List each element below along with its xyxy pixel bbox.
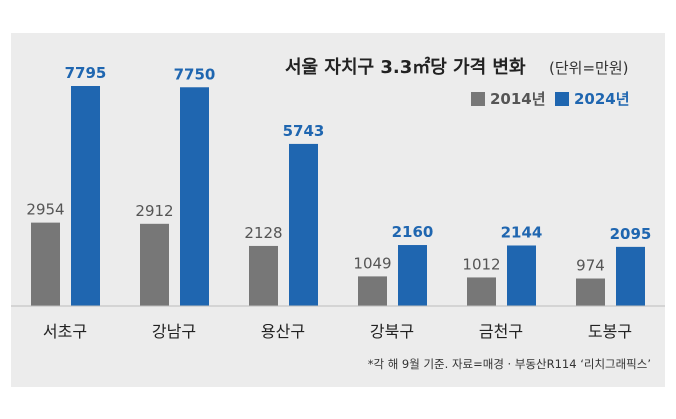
bar-2014-2 xyxy=(140,223,169,306)
category-label-2: 강남구 xyxy=(152,322,196,341)
value-label-2014-1: 2954 xyxy=(26,201,64,219)
value-label-2024-2: 7750 xyxy=(174,65,216,83)
chart-unit-note: (단위=만원) xyxy=(549,59,628,77)
bars-group xyxy=(31,86,645,306)
value-label-2014-3: 2128 xyxy=(244,224,282,242)
category-label-3: 용산구 xyxy=(261,322,305,341)
value-label-2024-1: 7795 xyxy=(65,64,107,82)
bar-2024-4 xyxy=(398,245,427,306)
bar-2014-4 xyxy=(358,276,387,306)
value-label-2024-6: 2095 xyxy=(610,225,652,243)
category-label-4: 강북구 xyxy=(370,322,414,341)
category-label-6: 도봉구 xyxy=(588,322,632,341)
chart-title: 서울 자치구 3.3㎡당 가격 변화 xyxy=(285,56,526,78)
value-label-2024-3: 5743 xyxy=(283,122,325,140)
bar-2024-1 xyxy=(71,86,100,306)
category-label-5: 금천구 xyxy=(479,322,523,341)
bar-2014-5 xyxy=(467,277,496,306)
legend: 2014년 2024년 xyxy=(471,90,630,108)
bar-2024-3 xyxy=(289,143,318,306)
category-label-1: 서초구 xyxy=(43,322,87,341)
value-label-2014-6: 974 xyxy=(576,257,605,275)
value-label-2024-4: 2160 xyxy=(392,223,434,241)
legend-swatch-2014 xyxy=(471,92,485,106)
value-label-2024-5: 2144 xyxy=(501,223,543,241)
bar-2014-3 xyxy=(249,245,278,306)
bar-2024-6 xyxy=(616,246,645,306)
bar-2014-6 xyxy=(576,278,605,306)
bar-chart: 서울 자치구 3.3㎡당 가격 변화 (단위=만원) 2014년 2024년 2… xyxy=(11,56,665,371)
legend-label-2024: 2024년 xyxy=(574,90,630,108)
value-label-2014-5: 1012 xyxy=(462,255,500,273)
value-label-2014-4: 1049 xyxy=(353,254,391,272)
source-note: *각 해 9월 기준. 자료=매경 · 부동산R114 ‘리치그래픽스’ xyxy=(368,357,651,371)
chart-panel: 서울 자치구 3.3㎡당 가격 변화 (단위=만원) 2014년 2024년 2… xyxy=(11,33,665,387)
category-labels-group: 서초구 강남구 용산구 강북구 금천구 도봉구 xyxy=(43,322,632,341)
bar-2024-2 xyxy=(180,87,209,306)
legend-label-2014: 2014년 xyxy=(490,90,546,108)
bar-2024-5 xyxy=(507,245,536,306)
bar-2014-1 xyxy=(31,222,60,306)
value-label-2014-2: 2912 xyxy=(135,202,173,220)
legend-swatch-2024 xyxy=(555,92,569,106)
